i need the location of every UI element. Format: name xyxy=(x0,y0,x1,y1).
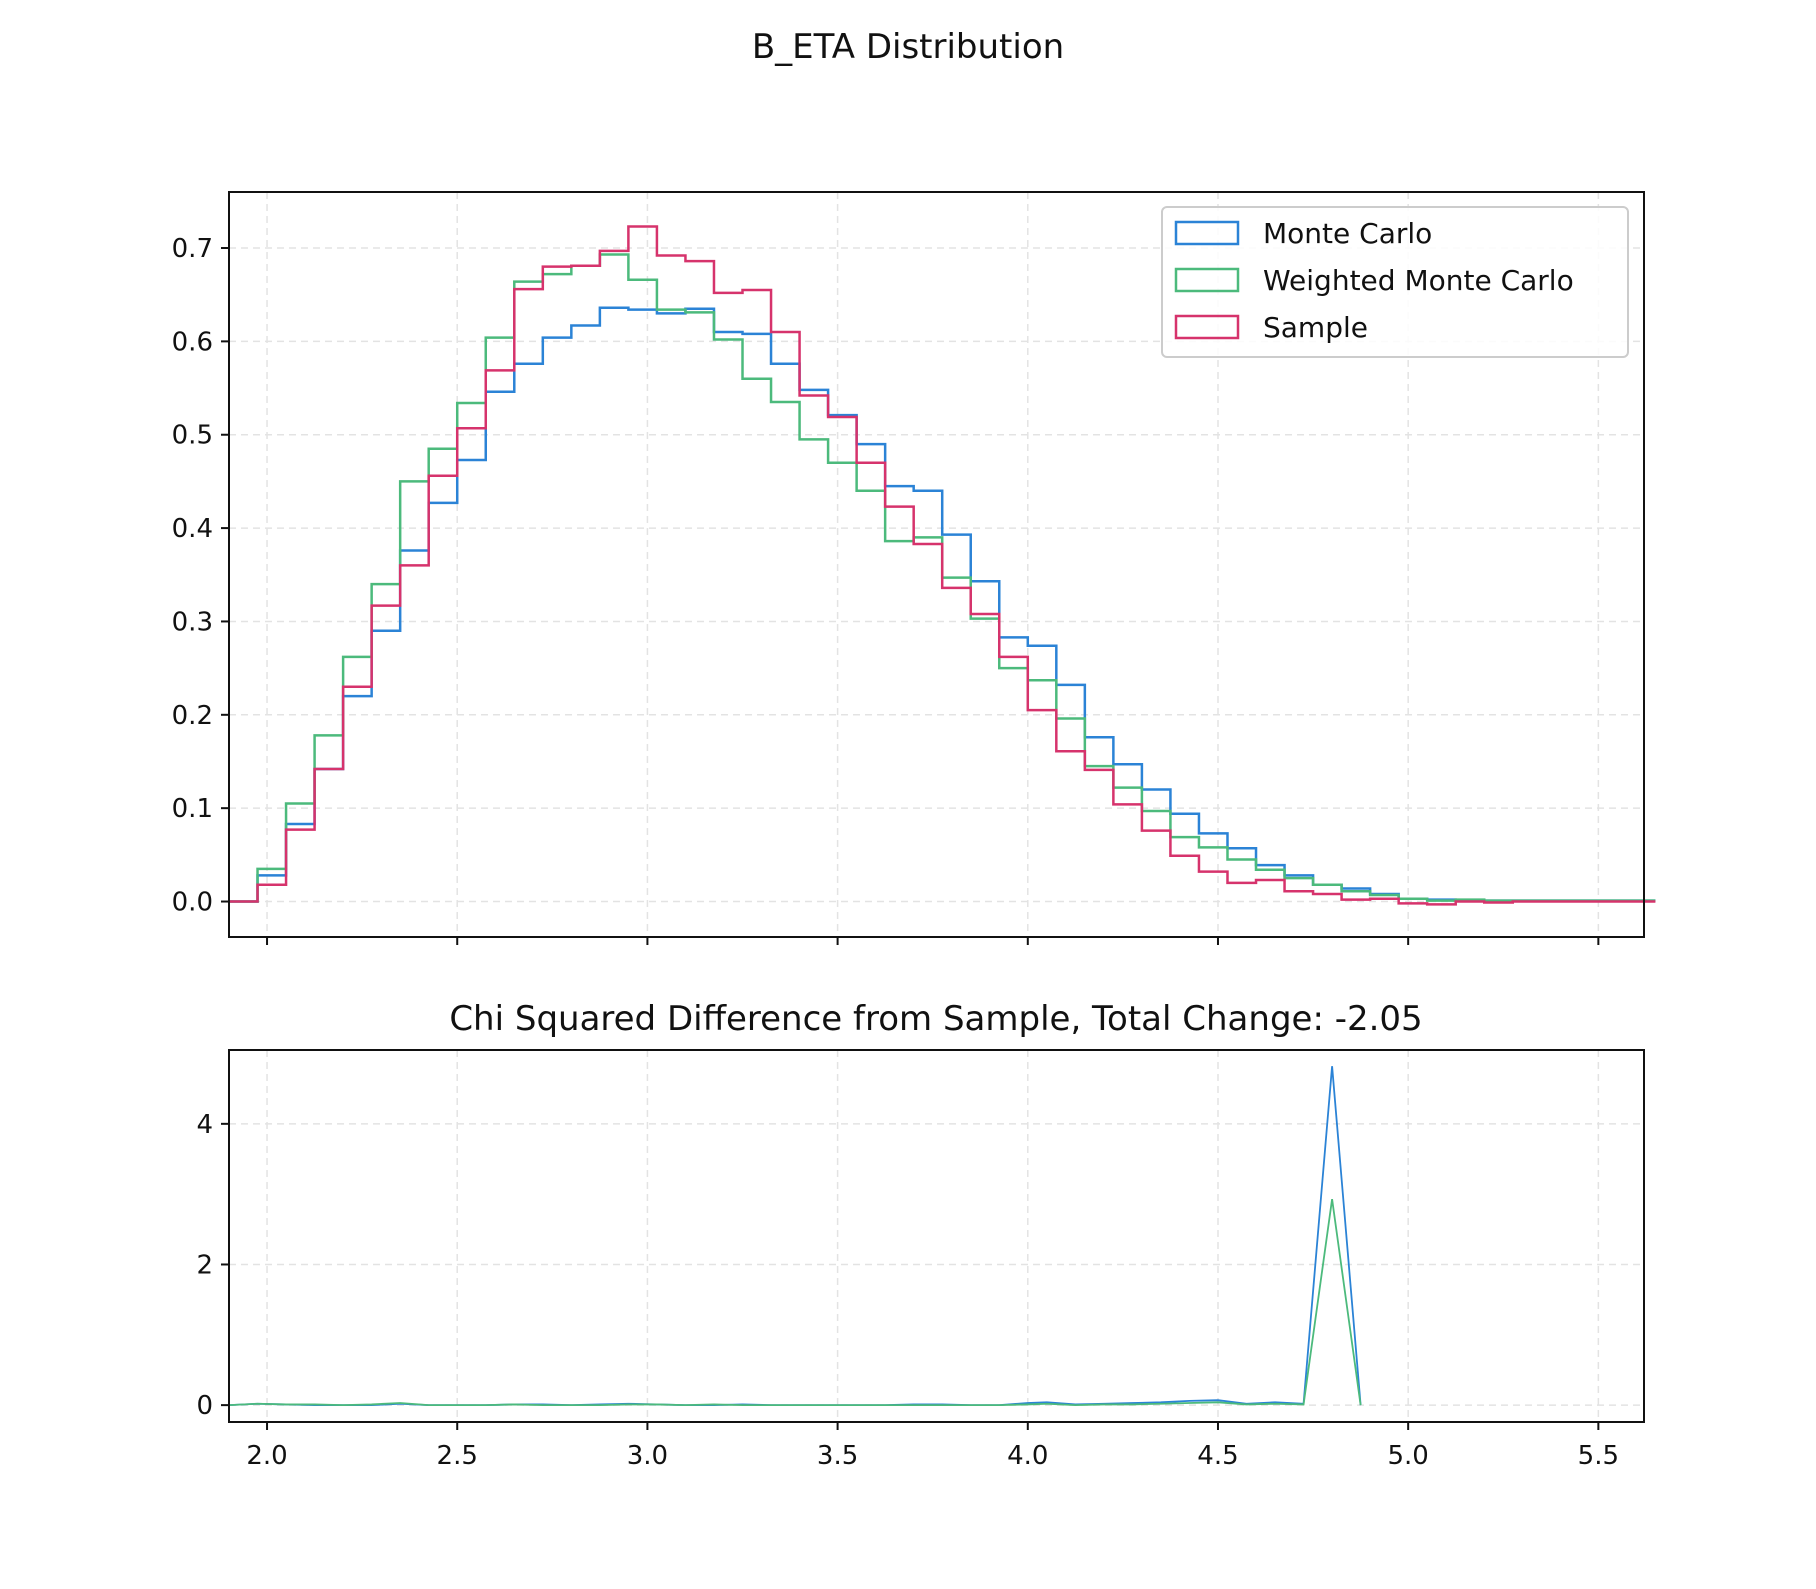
series-step-monte_carlo xyxy=(229,306,1656,903)
chi-squared-series xyxy=(228,1066,1362,1407)
y-tick-label: 0.0 xyxy=(172,888,213,918)
legend-label-weighted_monte_carlo: Weighted Monte Carlo xyxy=(1263,264,1574,297)
chi-line-monte_carlo xyxy=(228,1066,1362,1407)
legend-label-monte_carlo: Monte Carlo xyxy=(1263,217,1432,250)
y-tick-label: 0.2 xyxy=(172,701,213,731)
legend-items: Monte Carlo Weighted Monte Carlo Sample xyxy=(1174,217,1574,344)
chi-squared-axes-frame xyxy=(228,1049,1645,1423)
histogram-panel: 0.0 0.1 0.2 0.3 0.4 0.5 0.6 0.7 Monte Carlo Weig… xyxy=(172,191,1656,945)
x-tick-label: 5.5 xyxy=(1578,1441,1619,1471)
x-tick-label: 4.0 xyxy=(1007,1441,1048,1471)
histogram-x-ticks xyxy=(266,937,1600,945)
legend-swatch-monte_carlo xyxy=(1174,220,1240,246)
histogram-series xyxy=(229,225,1656,906)
legend-label-sample: Sample xyxy=(1263,311,1368,344)
chi-squared-title: Chi Squared Difference from Sample, Tota… xyxy=(449,999,1422,1039)
y-tick-label: 0.4 xyxy=(172,514,213,544)
y-tick-label: 0.3 xyxy=(172,607,213,637)
y-tick-label: 4 xyxy=(196,1110,213,1140)
y-tick-label: 0.5 xyxy=(172,421,213,451)
x-tick-label: 3.5 xyxy=(817,1441,858,1471)
legend-frame xyxy=(1161,206,1629,358)
chi-squared-x-ticks: 2.0 2.5 3.0 3.5 4.0 4.5 5.0 5.5 xyxy=(246,1422,1619,1471)
x-tick-label: 2.5 xyxy=(437,1441,478,1471)
legend-swatch-sample xyxy=(1174,314,1240,340)
chi-squared-y-ticks: 0 2 4 xyxy=(196,1110,229,1421)
series-step-sample xyxy=(229,225,1656,906)
y-tick-label: 0 xyxy=(196,1391,213,1421)
y-tick-label: 0.6 xyxy=(172,327,213,357)
y-tick-label: 2 xyxy=(196,1250,213,1280)
chi-squared-panel: Chi Squared Difference from Sample, Tota… xyxy=(196,999,1645,1471)
chi-line-weighted_monte_carlo xyxy=(228,1198,1362,1407)
legend-swatch-weighted_monte_carlo xyxy=(1174,267,1240,293)
y-tick-label: 0.1 xyxy=(172,794,213,824)
histogram-axes-frame xyxy=(228,191,1645,938)
y-tick-label: 0.7 xyxy=(172,234,213,264)
legend: Monte Carlo Weighted Monte Carlo Sample xyxy=(1161,206,1629,358)
x-tick-label: 4.5 xyxy=(1197,1441,1238,1471)
chi-squared-grid xyxy=(229,1050,1644,1422)
x-tick-label: 3.0 xyxy=(627,1441,668,1471)
x-tick-label: 5.0 xyxy=(1387,1441,1428,1471)
histogram-y-ticks: 0.0 0.1 0.2 0.3 0.4 0.5 0.6 0.7 xyxy=(172,234,229,918)
x-tick-label: 2.0 xyxy=(246,1441,287,1471)
figure-title: B_ETA Distribution xyxy=(752,27,1064,67)
